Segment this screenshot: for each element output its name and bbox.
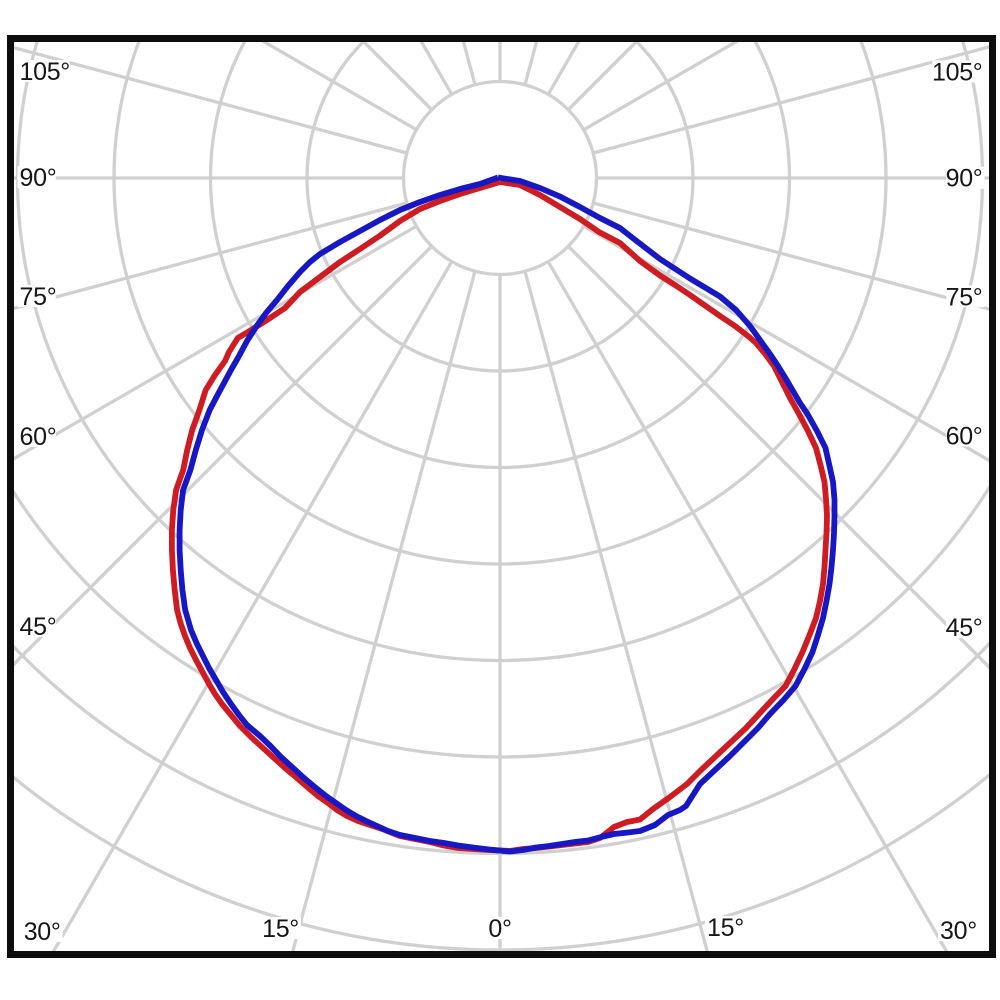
svg-text:90°: 90° bbox=[946, 165, 983, 193]
svg-text:60°: 60° bbox=[946, 423, 983, 451]
svg-text:15°: 15° bbox=[707, 914, 744, 942]
svg-text:105°: 105° bbox=[932, 59, 983, 87]
svg-text:0°: 0° bbox=[488, 915, 511, 943]
svg-text:45°: 45° bbox=[20, 613, 57, 641]
svg-text:75°: 75° bbox=[946, 283, 983, 311]
svg-text:105°: 105° bbox=[20, 58, 71, 86]
svg-text:30°: 30° bbox=[24, 918, 61, 946]
svg-text:15°: 15° bbox=[262, 915, 299, 943]
svg-text:30°: 30° bbox=[940, 917, 977, 945]
svg-text:60°: 60° bbox=[20, 423, 57, 451]
svg-text:75°: 75° bbox=[20, 283, 57, 311]
svg-text:90°: 90° bbox=[20, 164, 57, 192]
svg-text:45°: 45° bbox=[946, 614, 983, 642]
